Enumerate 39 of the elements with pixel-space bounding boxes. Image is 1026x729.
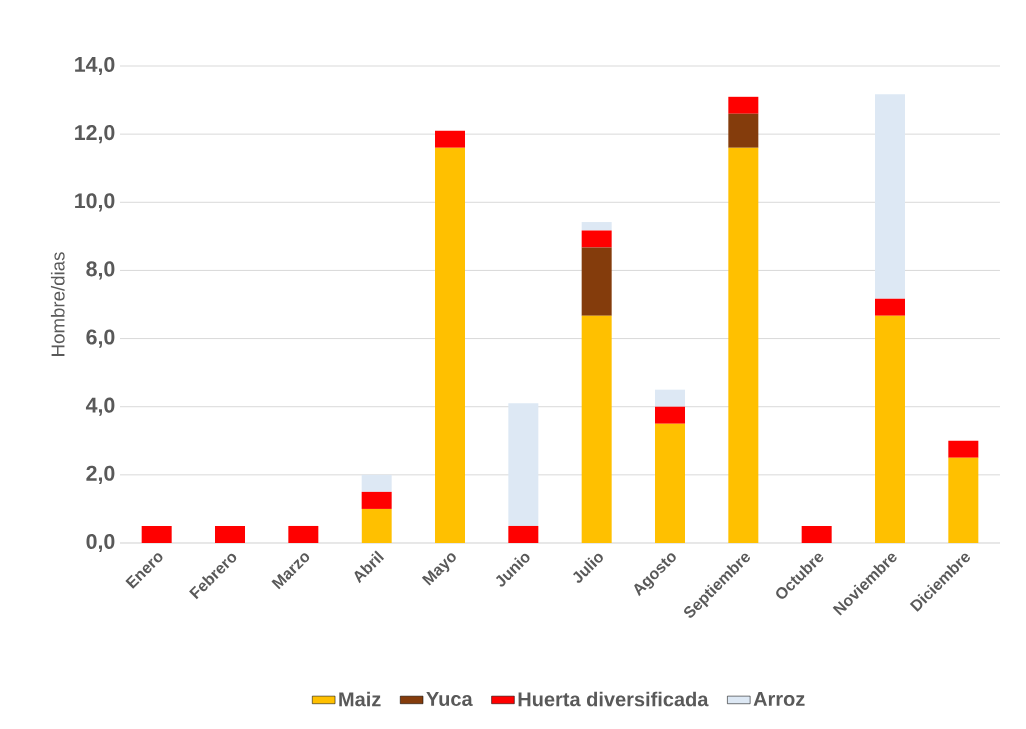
- y-tick-label: 12,0: [75, 125, 115, 144]
- bar: [801, 525, 832, 543]
- bar: [655, 406, 685, 424]
- bar: [875, 315, 905, 543]
- bar: [728, 147, 759, 543]
- bar: [875, 94, 905, 299]
- y-tick-label: 0,0: [86, 533, 115, 553]
- bar: [288, 525, 319, 543]
- bar: [728, 113, 759, 148]
- y-tick-label: 6,0: [86, 329, 115, 348]
- bar: [655, 389, 685, 407]
- legend-label: Yuca: [426, 692, 473, 706]
- legend-label: Arroz: [753, 692, 805, 706]
- bar: [728, 96, 759, 114]
- bar: [948, 457, 979, 543]
- y-tick-label: 2,0: [86, 465, 115, 484]
- y-axis-title: Hombre/dias: [50, 252, 65, 356]
- bar: [361, 508, 392, 543]
- legend-label: Maiz: [339, 691, 381, 707]
- bar: [581, 222, 612, 231]
- bar: [875, 298, 905, 316]
- bar: [215, 525, 246, 543]
- bar: [581, 230, 612, 248]
- bar: [948, 440, 979, 458]
- y-tick-label: 10,0: [75, 193, 115, 212]
- y-tick-label: 14,0: [75, 56, 115, 76]
- y-tick-label: 4,0: [85, 397, 115, 416]
- bar: [361, 474, 392, 492]
- bar: [141, 525, 172, 543]
- legend-label: Huerta diversificada: [518, 691, 709, 707]
- bar: [361, 491, 392, 509]
- bar: [581, 315, 612, 543]
- bar: [435, 147, 466, 543]
- bar: [581, 247, 612, 316]
- bar: [435, 130, 466, 148]
- y-tick-label: 8,0: [86, 261, 115, 280]
- bar: [655, 423, 685, 543]
- bar: [508, 525, 539, 543]
- bar: [508, 403, 539, 526]
